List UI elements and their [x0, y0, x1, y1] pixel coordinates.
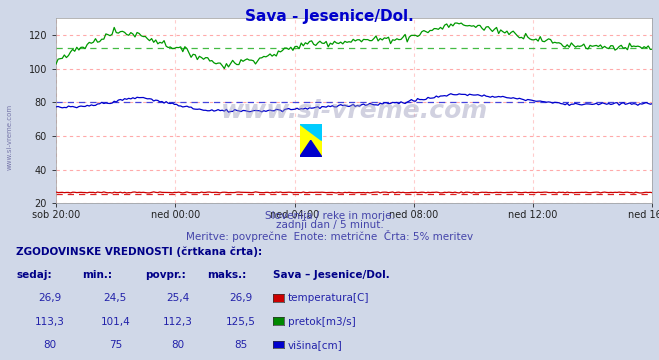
- Text: 26,9: 26,9: [38, 293, 61, 303]
- Text: 85: 85: [234, 340, 247, 350]
- Text: maks.:: maks.:: [208, 270, 247, 280]
- Text: 25,4: 25,4: [166, 293, 190, 303]
- Text: 113,3: 113,3: [34, 317, 65, 327]
- Text: Sava – Jesenice/Dol.: Sava – Jesenice/Dol.: [273, 270, 390, 280]
- Text: 112,3: 112,3: [163, 317, 193, 327]
- Text: 125,5: 125,5: [225, 317, 256, 327]
- Text: min.:: min.:: [82, 270, 113, 280]
- Text: povpr.:: povpr.:: [145, 270, 186, 280]
- Text: Meritve: povprečne  Enote: metrične  Črta: 5% meritev: Meritve: povprečne Enote: metrične Črta:…: [186, 230, 473, 242]
- Text: pretok[m3/s]: pretok[m3/s]: [288, 317, 356, 327]
- Text: 101,4: 101,4: [100, 317, 130, 327]
- Polygon shape: [300, 140, 322, 157]
- Text: temperatura[C]: temperatura[C]: [288, 293, 370, 303]
- Polygon shape: [300, 124, 322, 140]
- Text: višina[cm]: višina[cm]: [288, 340, 343, 351]
- Text: 80: 80: [43, 340, 56, 350]
- Text: www.si-vreme.com: www.si-vreme.com: [7, 104, 13, 170]
- Text: 75: 75: [109, 340, 122, 350]
- Text: Sava - Jesenice/Dol.: Sava - Jesenice/Dol.: [245, 9, 414, 24]
- Text: 80: 80: [171, 340, 185, 350]
- Text: zadnji dan / 5 minut.: zadnji dan / 5 minut.: [275, 220, 384, 230]
- Text: ZGODOVINSKE VREDNOSTI (črtkana črta):: ZGODOVINSKE VREDNOSTI (črtkana črta):: [16, 247, 262, 257]
- Text: Slovenija / reke in morje.: Slovenija / reke in morje.: [264, 211, 395, 221]
- Text: 26,9: 26,9: [229, 293, 252, 303]
- Text: 24,5: 24,5: [103, 293, 127, 303]
- Text: sedaj:: sedaj:: [16, 270, 52, 280]
- Text: www.si-vreme.com: www.si-vreme.com: [221, 99, 488, 123]
